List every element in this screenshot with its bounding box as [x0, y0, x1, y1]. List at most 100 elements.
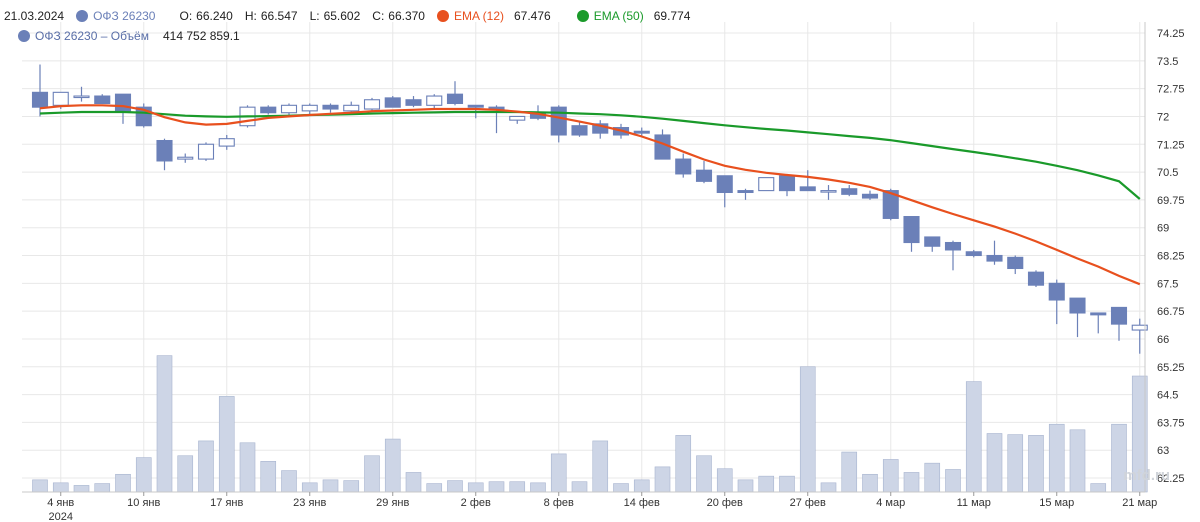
candle[interactable]	[301, 103, 318, 115]
candle[interactable]	[405, 96, 422, 108]
y-tick-label: 64.5	[1157, 390, 1178, 402]
candle[interactable]	[322, 103, 339, 113]
candle[interactable]	[73, 86, 90, 102]
candle[interactable]	[861, 190, 879, 200]
candle-body-up	[509, 115, 526, 121]
legend-instrument[interactable]: ОФЗ 26230	[76, 6, 165, 26]
volume-bar	[343, 480, 360, 493]
candle[interactable]	[820, 185, 837, 200]
volume-bar	[530, 482, 546, 493]
candle-body-down	[571, 125, 588, 136]
y-tick-label: 70.5	[1157, 167, 1178, 179]
ema12-dot-icon	[436, 10, 449, 22]
candle[interactable]	[592, 120, 609, 139]
candle[interactable]	[280, 103, 298, 117]
candle-body-down	[841, 188, 858, 195]
candle[interactable]	[94, 94, 111, 105]
x-tick-label: 4 янв	[47, 497, 74, 509]
candle[interactable]	[965, 249, 982, 258]
candle[interactable]	[1110, 306, 1128, 341]
candle[interactable]	[135, 103, 152, 128]
legend-low-value: 65.602	[323, 9, 361, 23]
candle[interactable]	[695, 160, 713, 184]
volume-bar	[1090, 483, 1107, 493]
candle[interactable]	[1131, 318, 1148, 354]
candle-body-up	[426, 95, 443, 106]
volume-bar	[965, 381, 982, 493]
ema50-dot-icon	[576, 10, 589, 22]
candle[interactable]	[177, 153, 194, 163]
candle[interactable]	[446, 81, 464, 106]
legend-ema50[interactable]: EMA (50) 69.774	[576, 6, 703, 26]
candle[interactable]	[778, 173, 796, 197]
candle-body-down	[716, 175, 733, 194]
candle[interactable]	[758, 177, 775, 192]
x-tick-label: 4 мар	[876, 497, 905, 509]
candle-body-up	[1131, 324, 1148, 331]
y-tick-label: 63.75	[1157, 417, 1185, 429]
candle[interactable]	[737, 188, 754, 200]
candle[interactable]	[944, 240, 962, 271]
candle[interactable]	[363, 97, 381, 111]
candle[interactable]	[903, 216, 920, 252]
y-tick-label: 63	[1157, 445, 1169, 457]
candle-body-down	[633, 130, 650, 134]
candle-body-down	[737, 190, 754, 194]
candle-body-down	[384, 97, 401, 108]
candle[interactable]	[924, 236, 941, 252]
legend-instrument-name: ОФЗ 26230	[93, 9, 156, 23]
candle[interactable]	[799, 170, 816, 192]
volume-bar	[301, 482, 318, 493]
candle[interactable]	[384, 96, 401, 108]
candle-body-up	[363, 99, 381, 110]
candle[interactable]	[571, 122, 588, 137]
candle[interactable]	[675, 153, 692, 178]
candle-body-down	[1090, 312, 1107, 316]
y-tick-label: 66.75	[1157, 306, 1185, 318]
legend-volume[interactable]: ОФЗ 26230 – Объём 414 752 859.1	[18, 26, 252, 46]
volume-bar	[177, 455, 194, 493]
x-tick-year-label: 2024	[49, 511, 73, 522]
candle[interactable]	[1069, 297, 1086, 338]
candle[interactable]	[260, 105, 277, 115]
candle[interactable]	[986, 240, 1003, 265]
legend-ema12-label: EMA (12)	[453, 9, 504, 23]
volume-bar	[903, 472, 920, 493]
candle-body-down	[924, 236, 941, 247]
volume-bar	[882, 459, 899, 493]
legend-volume-label: ОФЗ 26230 – Объём	[35, 29, 149, 43]
volume-bar	[1028, 435, 1044, 493]
x-tick-label: 15 мар	[1039, 497, 1074, 509]
volume-bar	[488, 481, 505, 493]
watermark: mfd.ru	[1123, 467, 1170, 484]
candle[interactable]	[716, 175, 733, 208]
candle[interactable]	[218, 134, 235, 150]
volume-bar	[218, 396, 235, 493]
candle[interactable]	[841, 185, 858, 197]
legend-ema12[interactable]: EMA (12) 67.476	[436, 6, 563, 26]
legend-low-label: L:	[309, 9, 320, 23]
y-tick-label: 67.5	[1157, 278, 1178, 290]
legend-close-label: C:	[372, 9, 385, 23]
volume-bar	[675, 435, 692, 493]
candle-body-down	[94, 95, 111, 105]
candle[interactable]	[509, 115, 526, 124]
candle[interactable]	[114, 93, 132, 124]
candle[interactable]	[550, 105, 567, 143]
candle[interactable]	[1007, 255, 1024, 275]
y-tick-label: 66	[1157, 334, 1169, 346]
candle[interactable]	[197, 142, 215, 161]
candle-body-down	[31, 91, 49, 108]
candle[interactable]	[1090, 312, 1107, 334]
volume-bar	[550, 453, 567, 493]
y-tick-label: 69	[1157, 223, 1169, 235]
y-tick-label: 73.5	[1157, 56, 1178, 68]
candle[interactable]	[1027, 270, 1045, 288]
candle-body-up	[52, 91, 69, 106]
candle-body-down	[1027, 271, 1045, 286]
candle[interactable]	[156, 138, 173, 171]
candle[interactable]	[426, 94, 443, 110]
candle[interactable]	[1048, 279, 1065, 325]
candle[interactable]	[633, 127, 650, 137]
